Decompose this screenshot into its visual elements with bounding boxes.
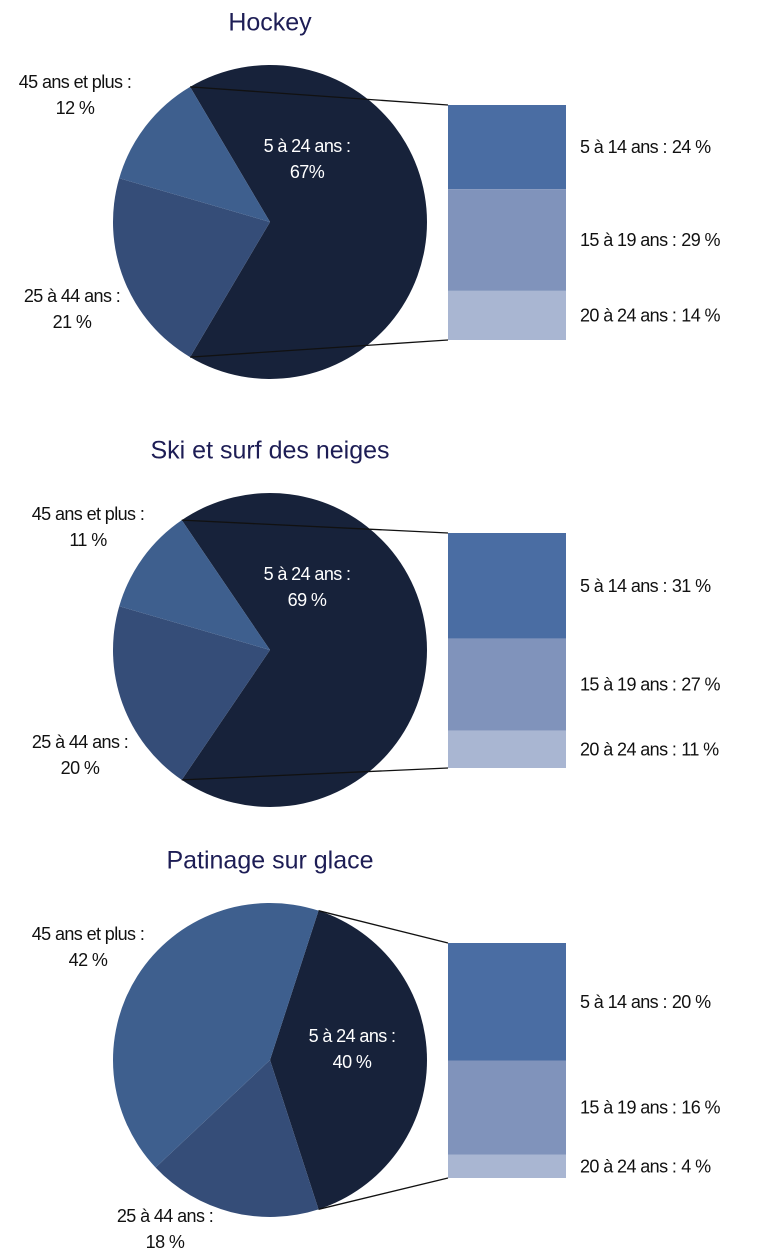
slice-category: 45 ans et plus : [32, 504, 144, 524]
bar-label: 20 à 24 ans :11 % [580, 739, 719, 759]
chart-title: Hockey [228, 9, 312, 37]
slice-label: 25 à 44 ans : 21 % [24, 286, 120, 332]
bar-category: 5 à 14 ans : [580, 137, 667, 157]
bar-segment [448, 290, 566, 340]
bar-label: 15 à 19 ans :29 % [580, 230, 721, 250]
bar-segment [448, 638, 566, 731]
bar-category: 5 à 14 ans : [580, 576, 667, 596]
bar-category: 15 à 19 ans : [580, 230, 676, 250]
bar-category: 5 à 14 ans : [580, 992, 667, 1012]
bar-segment [448, 1154, 566, 1178]
slice-category: 5 à 24 ans : [264, 564, 351, 584]
bar-label: 15 à 19 ans :16 % [580, 1098, 721, 1118]
bar-label: 5 à 14 ans :31 % [580, 576, 711, 596]
bar-value: 14 % [681, 305, 720, 325]
bar-label: 20 à 24 ans :14 % [580, 305, 721, 325]
pie-slice [181, 492, 427, 807]
slice-value: 21 % [53, 312, 92, 332]
bar-value: 4 % [681, 1156, 711, 1176]
bar-category: 20 à 24 ans : [580, 1156, 676, 1176]
pie-slice [270, 910, 427, 1210]
bar-category: 15 à 19 ans : [580, 1098, 676, 1118]
slice-value: 18 % [146, 1232, 185, 1252]
bar-value: 29 % [681, 230, 720, 250]
bar-value: 27 % [681, 675, 720, 695]
bar-segment [448, 105, 566, 190]
slice-category: 5 à 24 ans : [309, 1026, 396, 1046]
slice-category: 25 à 44 ans : [24, 286, 120, 306]
slice-value: 67% [290, 162, 325, 182]
connector [181, 519, 449, 534]
connector [190, 339, 449, 358]
slice-value: 11 % [69, 530, 107, 550]
slice-label: 5 à 24 ans : 69 % [264, 564, 351, 610]
slice-category: 25 à 44 ans : [32, 732, 128, 752]
slice-category: 5 à 24 ans : [264, 136, 351, 156]
slice-value: 42 % [69, 950, 108, 970]
pie-slice [113, 903, 319, 1168]
slice-value: 69 % [288, 590, 327, 610]
bar-value: 20 % [672, 992, 711, 1012]
bar-value: 31 % [672, 576, 711, 596]
pie-slice [155, 1060, 319, 1218]
bar-segment [448, 1060, 566, 1155]
slice-value: 20 % [61, 758, 100, 778]
slice-label: 25 à 44 ans : 18 % [117, 1206, 213, 1252]
slice-value: 12 % [56, 98, 95, 118]
bar-segment [448, 943, 566, 1061]
bar-label: 20 à 24 ans :4 % [580, 1156, 711, 1176]
slice-label: 45 ans et plus : 42 % [32, 924, 144, 970]
connector [318, 910, 449, 944]
slice-category: 45 ans et plus : [32, 924, 144, 944]
pie-slice [190, 65, 427, 379]
chart-title: Ski et surf des neiges [150, 437, 389, 465]
connector [181, 767, 449, 781]
slice-category: 45 ans et plus : [19, 72, 131, 92]
bar-value: 16 % [681, 1098, 720, 1118]
connector [190, 86, 449, 106]
slice-label: 45 ans et plus : 11 % [32, 504, 144, 550]
slice-label: 25 à 44 ans : 20 % [32, 732, 128, 778]
bar-label: 5 à 14 ans :20 % [580, 992, 711, 1012]
bar-category: 20 à 24 ans : [580, 739, 676, 759]
connector [318, 1177, 449, 1210]
slice-label: 5 à 24 ans : 67% [264, 136, 351, 182]
bar-label: 5 à 14 ans :24 % [580, 137, 711, 157]
slice-label: 45 ans et plus : 12 % [19, 72, 131, 118]
bar-segment [448, 533, 566, 639]
bar-value: 24 % [672, 137, 711, 157]
slice-label: 5 à 24 ans : 40 % [309, 1026, 396, 1072]
bar-segment [448, 189, 566, 291]
pie-slice [119, 86, 271, 223]
slice-value: 40 % [333, 1052, 372, 1072]
bar-value: 11 % [681, 739, 719, 759]
pie-slice [119, 520, 271, 650]
slice-category: 25 à 44 ans : [117, 1206, 213, 1226]
chart-title: Patinage sur glace [166, 847, 373, 875]
bar-segment [448, 730, 566, 768]
bar-label: 15 à 19 ans :27 % [580, 675, 721, 695]
pie-slice [113, 606, 271, 780]
bar-category: 20 à 24 ans : [580, 305, 676, 325]
pie-slice [113, 178, 270, 358]
bar-category: 15 à 19 ans : [580, 675, 676, 695]
